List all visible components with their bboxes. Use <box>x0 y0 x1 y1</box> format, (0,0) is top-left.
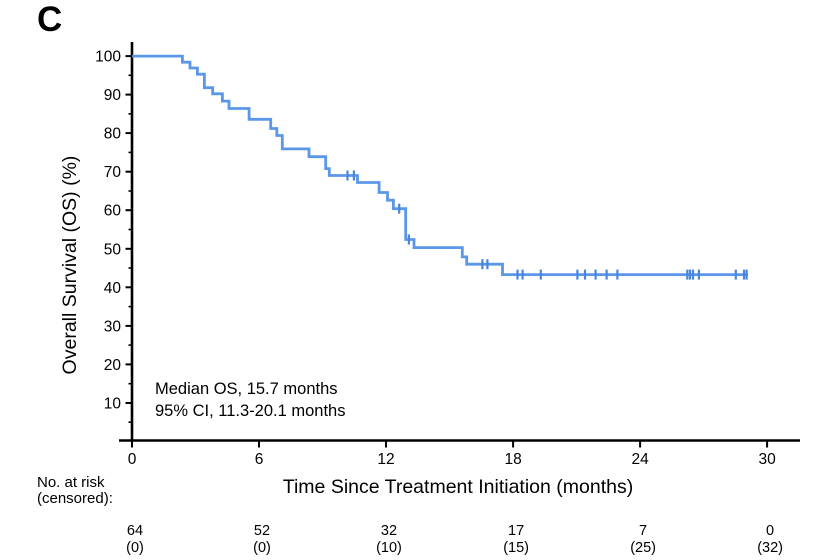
x-axis-title: Time Since Treatment Initiation (months) <box>282 476 634 498</box>
y-tick-label: 40 <box>104 280 122 297</box>
at-risk-censored-count: (0) <box>126 540 144 556</box>
at-risk-censored-count: (15) <box>503 540 529 556</box>
median-annotation: Median OS, 15.7 months 95% CI, 11.3-20.1… <box>155 379 345 422</box>
y-tick-label: 20 <box>104 357 122 374</box>
y-tick-label: 50 <box>104 241 122 258</box>
y-tick-label: 90 <box>104 87 122 104</box>
at-risk-censored-count: (25) <box>630 540 656 556</box>
y-tick-label: 100 <box>95 49 121 66</box>
x-tick-label: 24 <box>631 451 649 468</box>
at-risk-count: 7 <box>639 523 647 539</box>
x-tick-label: 6 <box>255 451 264 468</box>
at-risk-count: 52 <box>254 523 270 539</box>
at-risk-count: 64 <box>127 523 143 539</box>
y-tick-label: 80 <box>104 126 122 143</box>
at-risk-label: No. at risk (censored): <box>37 475 113 506</box>
at-risk-count: 0 <box>766 523 774 539</box>
at-risk-count: 32 <box>381 523 397 539</box>
y-tick-label: 10 <box>104 396 122 413</box>
median-os-text: Median OS, 15.7 months <box>155 380 338 398</box>
at-risk-censored-count: (10) <box>376 540 402 556</box>
panel-label: C <box>37 0 63 39</box>
y-tick-label: 70 <box>104 164 122 181</box>
x-tick-label: 30 <box>758 451 776 468</box>
y-tick-label: 30 <box>104 318 122 335</box>
x-tick-label: 0 <box>128 451 137 468</box>
ci-text: 95% CI, 11.3-20.1 months <box>155 401 346 420</box>
at-risk-censored-count: (32) <box>757 540 783 556</box>
at-risk-censored-count: (0) <box>253 540 271 556</box>
y-tick-label: 60 <box>104 203 122 220</box>
x-tick-label: 18 <box>504 451 521 468</box>
at-risk-label-line2: (censored): <box>37 489 113 507</box>
at-risk-label-line1: No. at risk <box>37 474 105 491</box>
survival-curve <box>132 54 748 276</box>
x-tick-label: 12 <box>377 451 394 468</box>
at-risk-count: 17 <box>508 523 524 539</box>
